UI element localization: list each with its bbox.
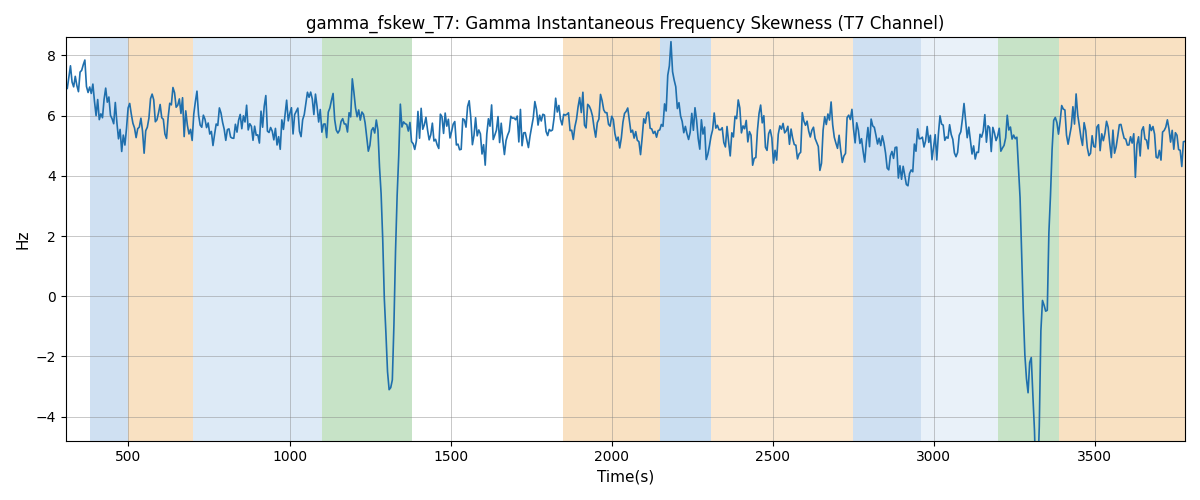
Bar (660, 38, 712, 440)
Bar (998, 38, 1060, 440)
Y-axis label: Hz: Hz (16, 230, 30, 249)
Bar (128, 38, 193, 440)
Title: gamma_fskew_T7: Gamma Instantaneous Frequency Skewness (T7 Channel): gamma_fskew_T7: Gamma Instantaneous Freq… (306, 15, 944, 34)
X-axis label: Time(s): Time(s) (596, 470, 654, 485)
Bar (1060, 38, 1186, 440)
Bar (90, 38, 128, 440)
Bar (193, 38, 322, 440)
Bar (920, 38, 998, 440)
Bar (322, 38, 412, 440)
Bar (563, 38, 660, 440)
Bar (712, 38, 853, 440)
Bar (853, 38, 920, 440)
